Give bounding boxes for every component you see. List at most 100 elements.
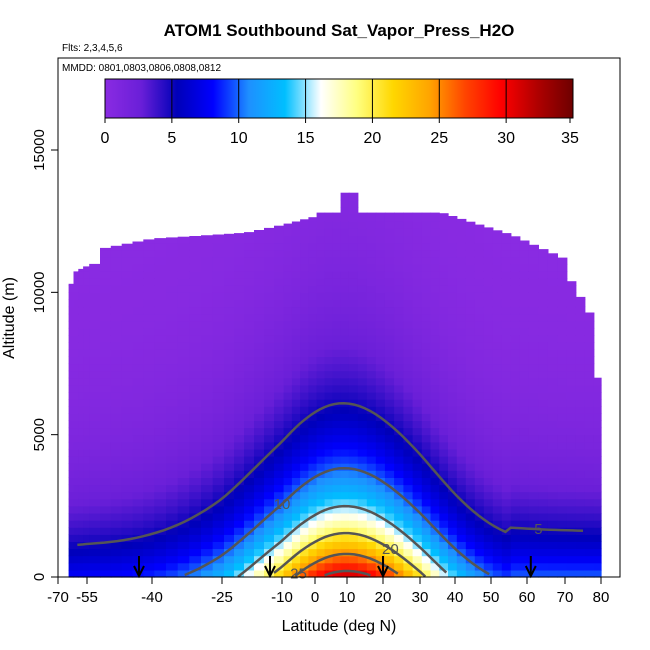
heatmap-cell <box>348 477 359 486</box>
heatmap-cell <box>121 434 134 443</box>
heatmap-cell <box>300 491 309 500</box>
heatmap-cell <box>264 505 275 514</box>
heatmap-cell <box>291 427 301 436</box>
heatmap-cell <box>430 527 440 535</box>
heatmap-cell <box>189 448 202 457</box>
heatmap-cell <box>483 342 494 350</box>
heatmap-cell <box>110 349 123 357</box>
heatmap-cell <box>375 505 386 514</box>
heatmap-cell <box>528 505 539 514</box>
heatmap-cell <box>575 413 586 421</box>
heatmap-cell <box>154 327 167 336</box>
heatmap-cell <box>357 456 368 464</box>
heatmap-cell <box>375 399 386 407</box>
heatmap-cell <box>324 242 334 251</box>
heatmap-cell <box>430 555 440 564</box>
heatmap-cell <box>244 370 255 379</box>
heatmap-cell <box>201 463 214 471</box>
heatmap-cell <box>110 484 123 493</box>
heatmap-cell <box>110 392 123 400</box>
heatmap-cell <box>501 278 512 286</box>
heatmap-cell <box>403 562 414 571</box>
heatmap-cell <box>100 306 112 315</box>
heatmap-cell <box>121 569 134 578</box>
heatmap-cell <box>189 292 202 300</box>
heatmap-cell <box>177 413 190 421</box>
heatmap-cell <box>308 235 318 244</box>
heatmap-cell <box>501 263 512 272</box>
heatmap-cell <box>201 541 214 550</box>
heatmap-cell <box>201 434 214 443</box>
heatmap-cell <box>78 306 84 315</box>
heatmap-cell <box>166 299 179 308</box>
heatmap-cell <box>291 285 301 293</box>
heatmap-cell <box>177 370 190 379</box>
heatmap-cell <box>283 223 293 229</box>
heatmap-cell <box>83 349 90 357</box>
heatmap-cell <box>254 463 265 471</box>
heatmap-cell <box>465 320 476 329</box>
heatmap-cell <box>300 392 309 400</box>
heatmap-cell <box>166 370 179 379</box>
heatmap-cell <box>566 505 577 514</box>
heatmap-cell <box>121 498 134 507</box>
heatmap-cell <box>510 292 521 300</box>
heatmap-cell <box>73 520 79 528</box>
heatmap-cell <box>308 484 318 493</box>
heatmap-cell <box>324 477 334 486</box>
heatmap-cell <box>83 292 90 300</box>
heatmap-cell <box>575 420 586 429</box>
heatmap-cell <box>465 228 476 236</box>
heatmap-cell <box>348 377 359 386</box>
heatmap-cell <box>384 214 395 222</box>
heatmap-cell <box>483 271 494 279</box>
heatmap-cell <box>357 306 368 315</box>
heatmap-cell <box>403 342 414 350</box>
heatmap-cell <box>357 491 368 500</box>
heatmap-cell <box>274 520 285 528</box>
heatmap-cell <box>456 534 467 542</box>
heatmap-cell <box>264 249 275 258</box>
heatmap-cell <box>348 520 359 528</box>
heatmap-cell <box>300 513 309 521</box>
heatmap-cell <box>519 342 530 350</box>
heatmap-cell <box>510 320 521 329</box>
heatmap-cell <box>234 235 245 244</box>
heatmap-cell <box>212 292 225 300</box>
heatmap-cell <box>68 283 74 286</box>
heatmap-cell <box>78 520 84 528</box>
heatmap-cell <box>83 384 90 393</box>
heatmap-cell <box>300 278 309 286</box>
heatmap-cell <box>575 505 586 514</box>
heatmap-cell <box>340 299 350 308</box>
heatmap-cell <box>357 562 368 571</box>
heatmap-cell <box>100 527 112 535</box>
heatmap-cell <box>224 327 235 336</box>
heatmap-cell <box>439 256 449 265</box>
heatmap-cell <box>340 263 350 272</box>
heatmap-cell <box>212 448 225 457</box>
heatmap-cell <box>348 299 359 308</box>
heatmap-cell <box>492 363 503 372</box>
heatmap-cell <box>501 320 512 329</box>
heatmap-cell <box>483 456 494 464</box>
heatmap-cell <box>421 221 432 229</box>
heatmap-cell <box>143 569 155 578</box>
heatmap-cell <box>201 292 214 300</box>
y-tick-label: 0 <box>31 573 48 581</box>
heatmap-cell <box>78 299 84 308</box>
heatmap-cell <box>340 491 350 500</box>
heatmap-cell <box>519 520 530 528</box>
heatmap-cell <box>300 342 309 350</box>
heatmap-cell <box>154 399 167 407</box>
heatmap-cell <box>73 392 79 400</box>
heatmap-cell <box>332 569 342 578</box>
heatmap-cell <box>403 221 414 229</box>
heatmap-cell <box>283 271 293 279</box>
heatmap-cell <box>89 292 101 300</box>
heatmap-cell <box>403 527 414 535</box>
heatmap-cell <box>448 498 458 507</box>
heatmap-cell <box>212 384 225 393</box>
heatmap-cell <box>547 271 558 279</box>
heatmap-cell <box>439 349 449 357</box>
